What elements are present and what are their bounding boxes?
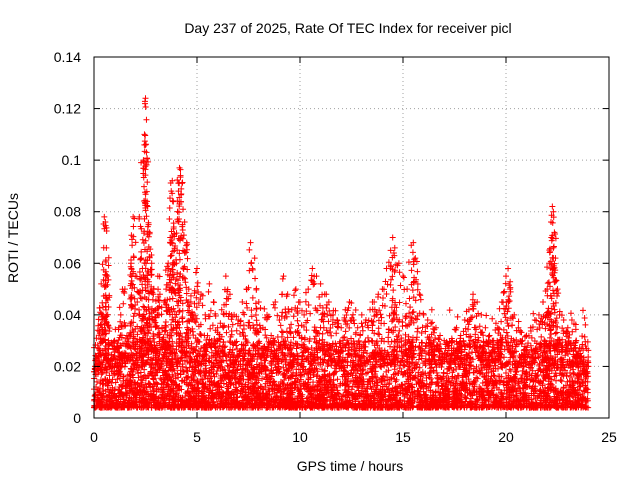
data-point <box>252 312 259 319</box>
data-point <box>268 367 275 374</box>
data-point <box>446 307 453 314</box>
data-point <box>391 366 398 373</box>
data-point <box>422 343 429 350</box>
data-point <box>284 334 291 341</box>
data-point <box>568 373 575 380</box>
data-point <box>398 358 405 365</box>
data-point <box>279 329 286 336</box>
data-point <box>220 380 227 387</box>
data-point <box>198 376 205 383</box>
data-point <box>157 375 164 382</box>
data-point <box>376 331 383 338</box>
data-point <box>584 378 591 385</box>
data-point <box>489 315 496 322</box>
data-point <box>548 376 555 383</box>
data-point <box>281 376 288 383</box>
data-point <box>335 390 342 397</box>
data-point <box>146 380 153 387</box>
data-point <box>219 323 226 330</box>
data-point <box>585 353 592 360</box>
data-point <box>483 312 490 319</box>
data-point <box>525 340 532 347</box>
data-point <box>388 374 395 381</box>
data-point <box>395 369 402 376</box>
data-point <box>224 385 231 392</box>
data-point <box>137 369 144 376</box>
data-point <box>342 328 349 335</box>
data-point <box>297 372 304 379</box>
data-point <box>406 366 413 373</box>
data-point <box>498 318 505 325</box>
data-point <box>293 359 300 366</box>
data-point <box>360 366 367 373</box>
data-point <box>581 315 588 322</box>
data-point <box>225 323 232 330</box>
data-point <box>290 334 297 341</box>
data-point <box>261 305 268 312</box>
data-point <box>579 341 586 348</box>
data-point <box>553 377 559 384</box>
data-point <box>557 376 564 383</box>
data-point <box>507 367 514 374</box>
data-point <box>211 373 218 380</box>
data-point <box>530 310 537 317</box>
data-point <box>259 375 266 382</box>
data-point <box>579 307 586 314</box>
data-point <box>398 368 405 375</box>
data-point <box>284 366 291 373</box>
data-point <box>364 385 371 392</box>
data-point <box>116 304 123 311</box>
data-point <box>492 320 499 327</box>
data-point <box>352 306 359 313</box>
data-point <box>558 378 565 385</box>
data-point <box>515 318 522 325</box>
data-point <box>567 310 574 317</box>
data-points <box>91 95 592 411</box>
data-point <box>221 344 228 351</box>
chart-title: Day 237 of 2025, Rate Of TEC Index for r… <box>184 20 511 36</box>
data-point <box>582 321 589 328</box>
